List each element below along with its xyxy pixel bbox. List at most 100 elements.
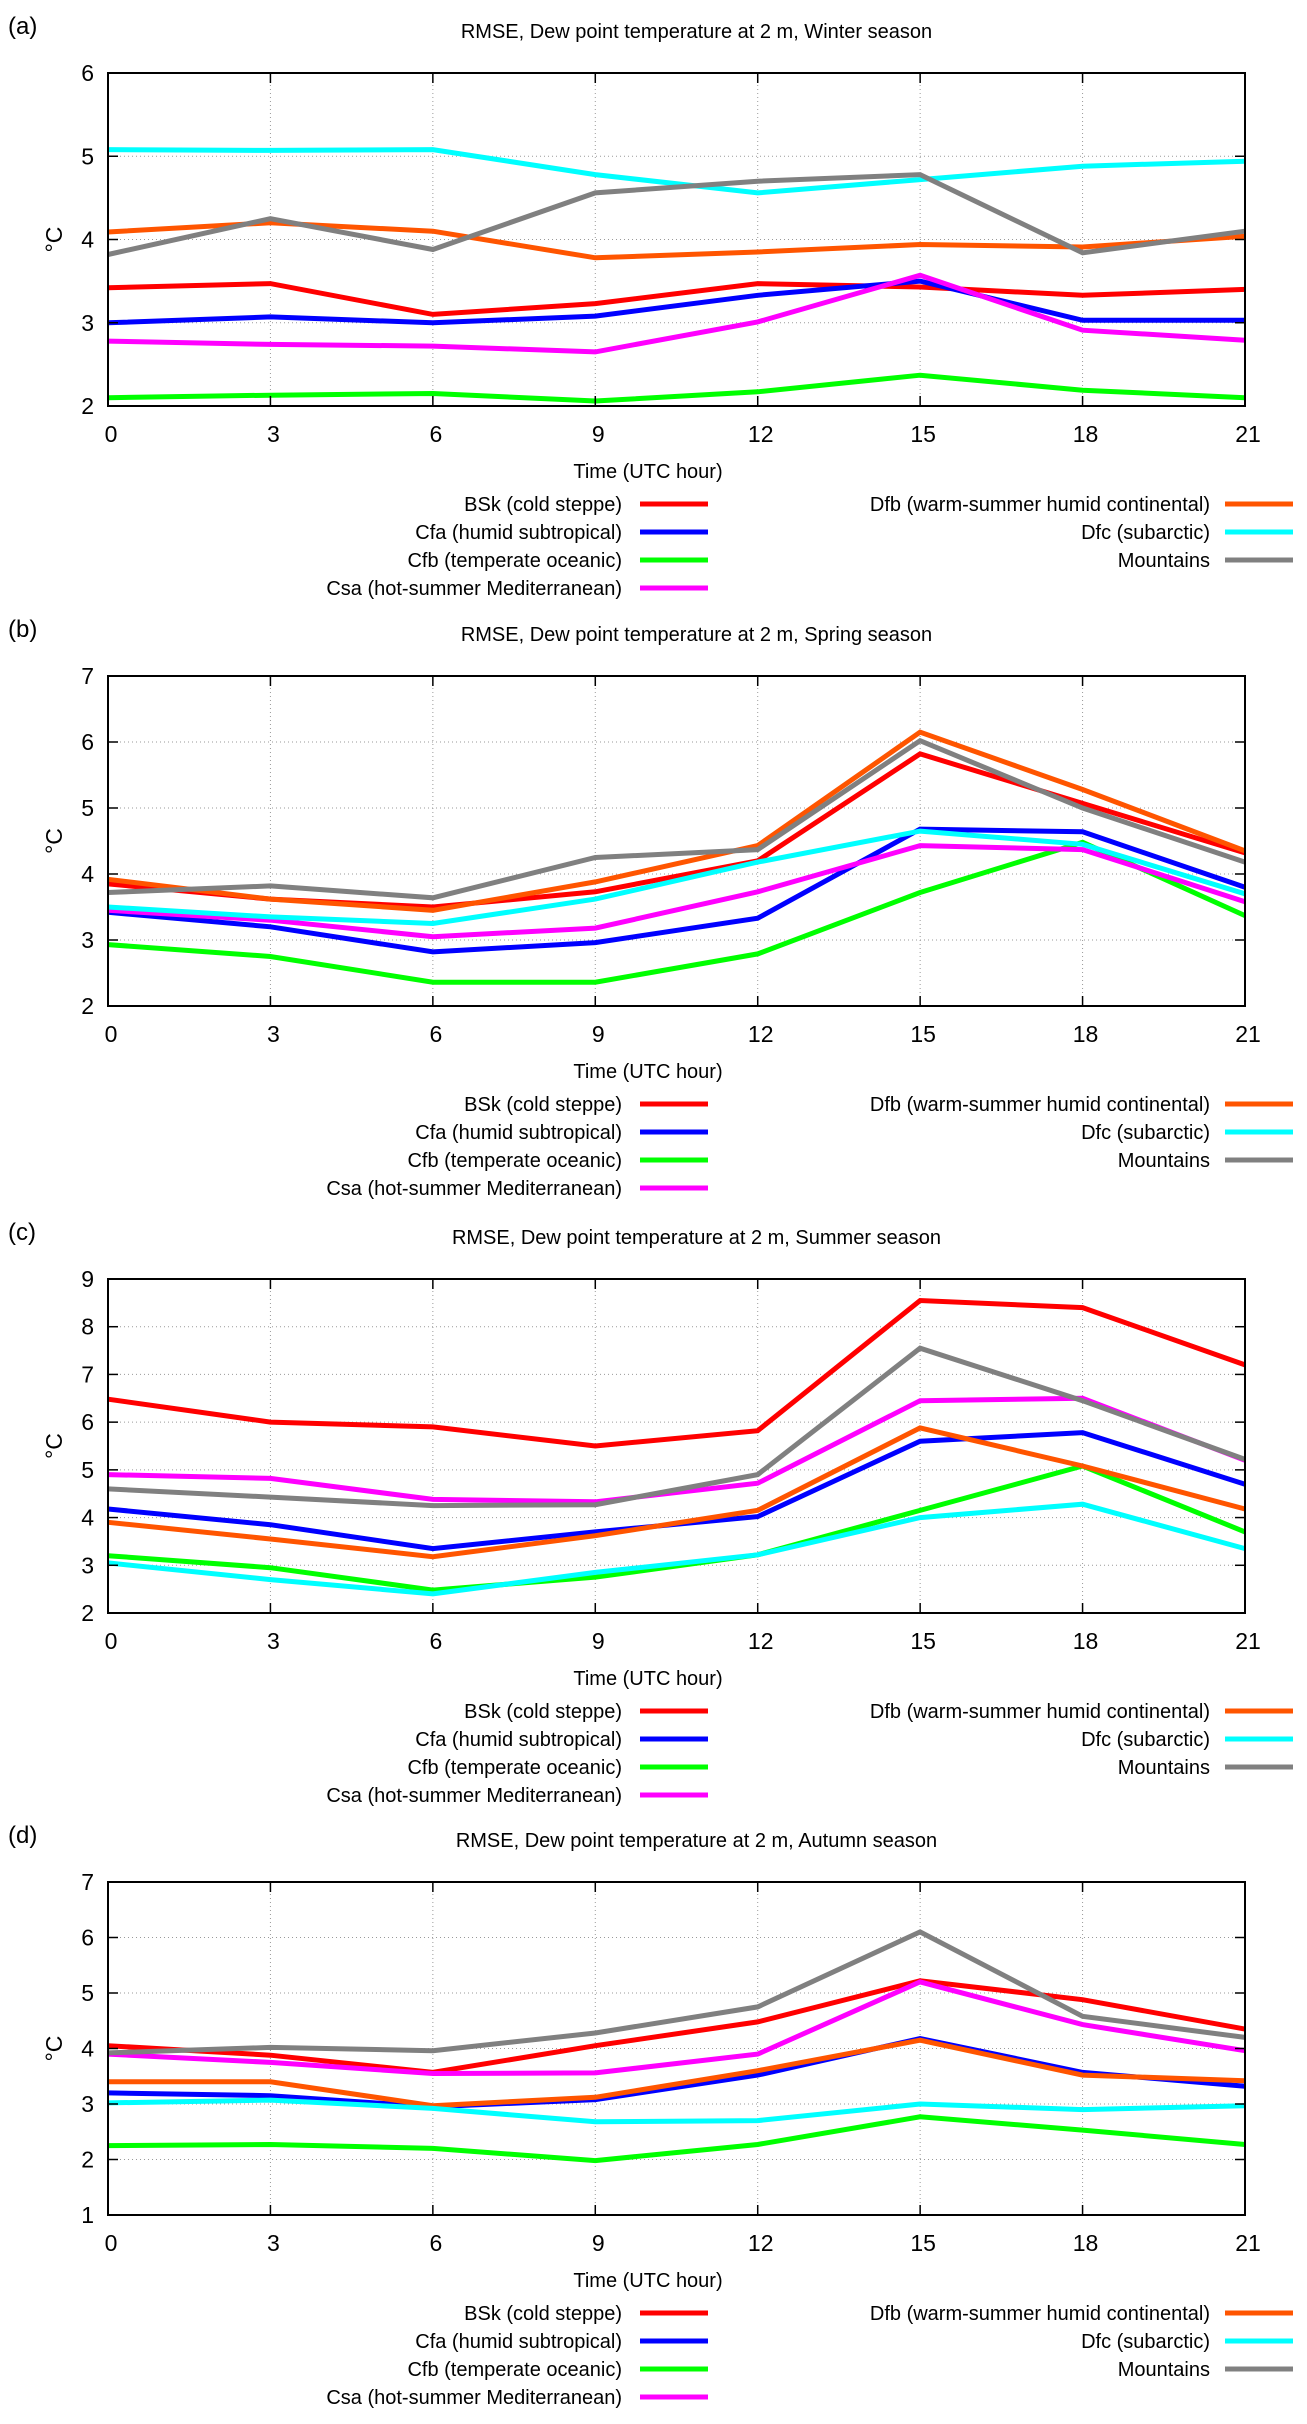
legend-item: Dfb (warm-summer humid continental) [870, 494, 1293, 516]
series-line [107, 1979, 1246, 2077]
x-axis-label: Time (UTC hour) [573, 2270, 722, 2292]
x-tick-label: 3 [267, 2230, 280, 2256]
series-line [107, 1425, 1246, 1560]
legend-item: Mountains [1118, 1757, 1293, 1779]
legend-label: Dfb (warm-summer humid continental) [870, 1701, 1210, 1723]
x-tick-label: 18 [1073, 1021, 1099, 1047]
x-tick-label: 9 [592, 421, 605, 447]
y-tick-label: 3 [81, 927, 94, 953]
y-tick-label: 1 [81, 2202, 94, 2228]
y-tick-label: 2 [81, 2147, 94, 2173]
legend-label: Dfb (warm-summer humid continental) [870, 1094, 1210, 1116]
plot-frame [107, 675, 1246, 1007]
y-tick-label: 3 [81, 2091, 94, 2117]
series-line [107, 828, 1246, 927]
legend-item: Csa (hot-summer Mediterranean) [326, 1785, 708, 1806]
x-tick-label: 18 [1073, 421, 1099, 447]
series-line [107, 1501, 1246, 1597]
y-tick-label: 2 [81, 393, 94, 419]
legend-label: Cfa (humid subtropical) [415, 1122, 622, 1144]
series-line [107, 220, 1246, 261]
x-tick-label: 6 [429, 2230, 442, 2256]
y-tick-label: 9 [81, 1266, 94, 1292]
y-tick-label: 4 [81, 861, 94, 887]
x-tick-label: 0 [105, 1021, 118, 1047]
y-tick-label: 6 [81, 60, 94, 86]
chart-title: RMSE, Dew point temperature at 2 m, Spri… [461, 624, 932, 646]
x-tick-label: 21 [1235, 1021, 1261, 1047]
panel-label: (c) [8, 1219, 36, 1246]
series-line [107, 278, 1245, 326]
y-tick-label: 3 [81, 310, 94, 336]
y-tick-label: 2 [81, 1600, 94, 1626]
legend-label: Dfc (subarctic) [1081, 522, 1210, 544]
chart-svg: (b) RMSE, Dew point temperature at 2 m, S… [8, 616, 1293, 1200]
y-tick-label: 5 [81, 795, 94, 821]
legend-label: Csa (hot-summer Mediterranean) [326, 2387, 622, 2409]
x-tick-label: 0 [105, 421, 118, 447]
legend-item: Mountains [1118, 2359, 1293, 2381]
y-tick-label: 6 [81, 729, 94, 755]
legend-item: Mountains [1118, 1150, 1293, 1172]
x-tick-label: 18 [1073, 1628, 1099, 1654]
legend-label: Mountains [1118, 1150, 1210, 1172]
legend-label: BSk (cold steppe) [464, 2303, 622, 2325]
legend-label: Cfb (temperate oceanic) [407, 1150, 622, 1172]
legend-label: Csa (hot-summer Mediterranean) [326, 1178, 622, 1200]
series-line [107, 1978, 1246, 2075]
x-tick-label: 15 [910, 1628, 936, 1654]
series-line [107, 1929, 1246, 2056]
x-tick-label: 6 [429, 1628, 442, 1654]
series-line [107, 737, 1246, 901]
series-line [107, 2114, 1246, 2164]
x-tick-label: 21 [1235, 1628, 1261, 1654]
legend-item: Dfc (subarctic) [1081, 1122, 1293, 1144]
chart-title: RMSE, Dew point temperature at 2 m, Summ… [452, 1227, 941, 1249]
legend-label: Dfc (subarctic) [1081, 1122, 1210, 1144]
x-tick-label: 3 [267, 1628, 280, 1654]
legend-item: Dfc (subarctic) [1081, 522, 1293, 544]
panel-label: (b) [8, 616, 37, 643]
y-tick-label: 7 [81, 1361, 94, 1387]
series-line [107, 2097, 1246, 2125]
y-axis-label: °C [41, 828, 67, 854]
legend-label: Cfb (temperate oceanic) [407, 550, 622, 572]
legend-label: Cfa (humid subtropical) [415, 522, 622, 544]
legend-item: Cfb (temperate oceanic) [407, 550, 708, 572]
legend-item: Cfb (temperate oceanic) [407, 1757, 708, 1779]
legend-label: BSk (cold steppe) [464, 1701, 622, 1723]
series-line [107, 147, 1246, 196]
series-line [107, 372, 1246, 404]
legend-item: Dfb (warm-summer humid continental) [870, 1701, 1293, 1723]
series-line [107, 843, 1246, 940]
legend-label: Cfb (temperate oceanic) [407, 1757, 622, 1779]
x-tick-label: 3 [267, 421, 280, 447]
series-line [107, 1297, 1246, 1449]
legend-item: Cfb (temperate oceanic) [407, 2359, 708, 2381]
series-line [107, 1345, 1246, 1509]
y-tick-label: 5 [81, 1980, 94, 2006]
legend-item: Dfb (warm-summer humid continental) [870, 2303, 1293, 2325]
legend-label: Mountains [1118, 550, 1210, 572]
chart-panel: (a) RMSE, Dew point temperature at 2 m, W… [0, 0, 1307, 600]
legend-item: BSk (cold steppe) [464, 494, 708, 516]
x-tick-label: 6 [429, 421, 442, 447]
series-line [108, 2037, 1246, 2109]
x-tick-label: 21 [1235, 421, 1261, 447]
y-axis-label: °C [41, 2036, 67, 2062]
x-tick-label: 15 [910, 2230, 936, 2256]
x-tick-label: 18 [1073, 2230, 1099, 2256]
legend-item: Cfa (humid subtropical) [415, 522, 708, 544]
y-tick-label: 4 [81, 2036, 94, 2062]
chart-panel: (d) RMSE, Dew point temperature at 2 m, A… [0, 1809, 1307, 2409]
legend-item: Cfa (humid subtropical) [415, 1122, 708, 1144]
legend-label: Dfc (subarctic) [1081, 2331, 1210, 2353]
legend-item: Mountains [1118, 550, 1293, 572]
legend-label: Csa (hot-summer Mediterranean) [326, 1785, 622, 1806]
panel-label: (d) [8, 1822, 37, 1849]
y-axis-label: °C [41, 227, 67, 253]
plot-frame [107, 1278, 1246, 1614]
legend-item: BSk (cold steppe) [464, 1094, 708, 1116]
series-line [107, 272, 1246, 355]
x-tick-label: 6 [429, 1021, 442, 1047]
